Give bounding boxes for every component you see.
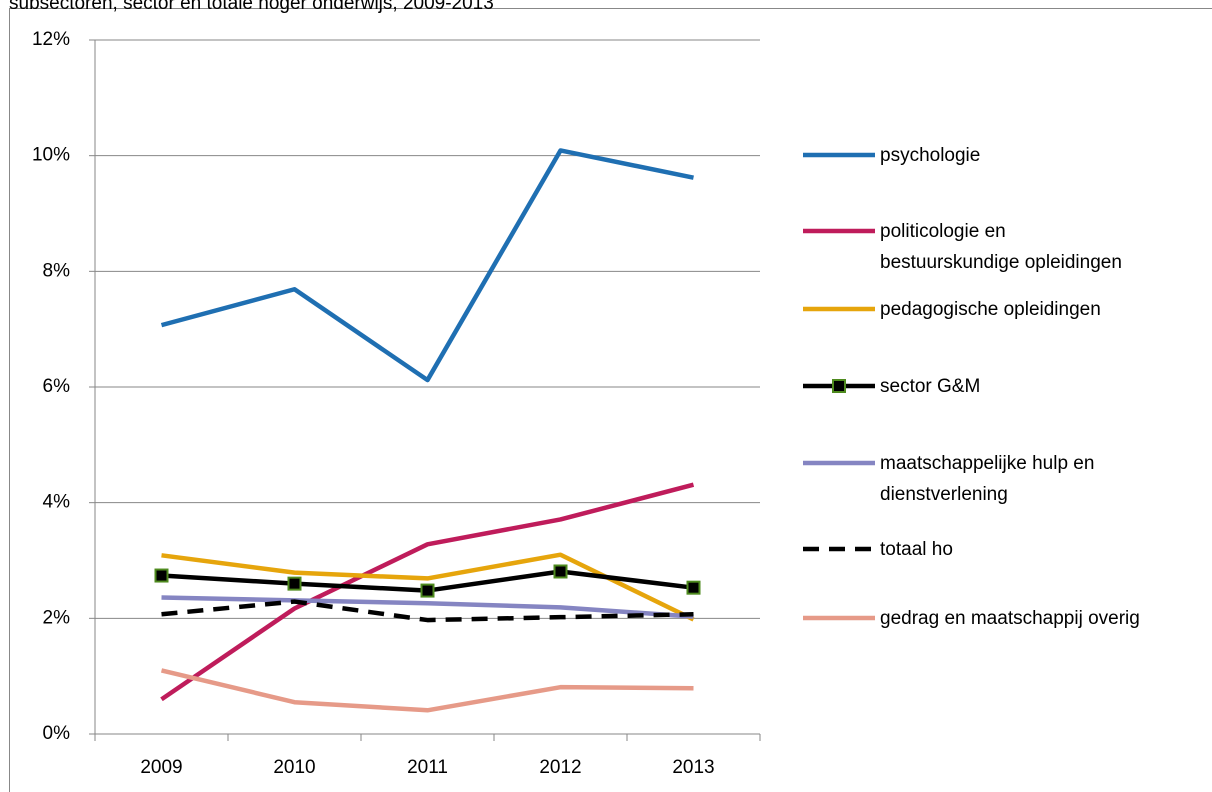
y-tick-label: 10% <box>32 145 70 166</box>
series-marker <box>287 576 302 591</box>
legend-label: gedrag en maatschappij overig <box>880 607 1140 629</box>
x-tick-label: 2009 <box>140 757 182 778</box>
legend-label: pedagogische opleidingen <box>880 298 1101 320</box>
y-tick-label: 12% <box>32 29 70 50</box>
legend-marker <box>832 379 846 393</box>
series-line <box>160 148 694 383</box>
chart-border <box>9 8 1212 792</box>
series-line <box>160 482 695 702</box>
legend-label: maatschappelijke hulp en dienstverlening <box>880 452 1095 505</box>
x-tick-label: 2012 <box>539 757 581 778</box>
legend-label: sector G&M <box>880 375 981 397</box>
y-tick-label: 8% <box>43 260 71 281</box>
legend-label: politicologie en bestuurskundige opleidi… <box>880 220 1122 273</box>
legend-label: totaal ho <box>880 538 953 560</box>
x-tick-label: 2011 <box>407 757 448 778</box>
y-tick-label: 0% <box>43 723 71 744</box>
y-tick-label: 2% <box>43 607 71 628</box>
series-marker <box>420 583 435 598</box>
series-marker <box>553 564 568 579</box>
chart-title: subsectoren, sector en totale hoger onde… <box>9 0 494 14</box>
y-tick-label: 6% <box>43 376 71 397</box>
legend-label: psychologie <box>880 144 981 166</box>
series-marker <box>686 580 701 595</box>
x-tick-label: 2013 <box>672 757 714 778</box>
series-marker <box>154 568 169 583</box>
series-line <box>160 668 694 713</box>
x-tick-label: 2010 <box>273 757 315 778</box>
series-line <box>161 595 694 619</box>
series-line <box>161 599 694 623</box>
y-tick-label: 4% <box>43 492 71 513</box>
